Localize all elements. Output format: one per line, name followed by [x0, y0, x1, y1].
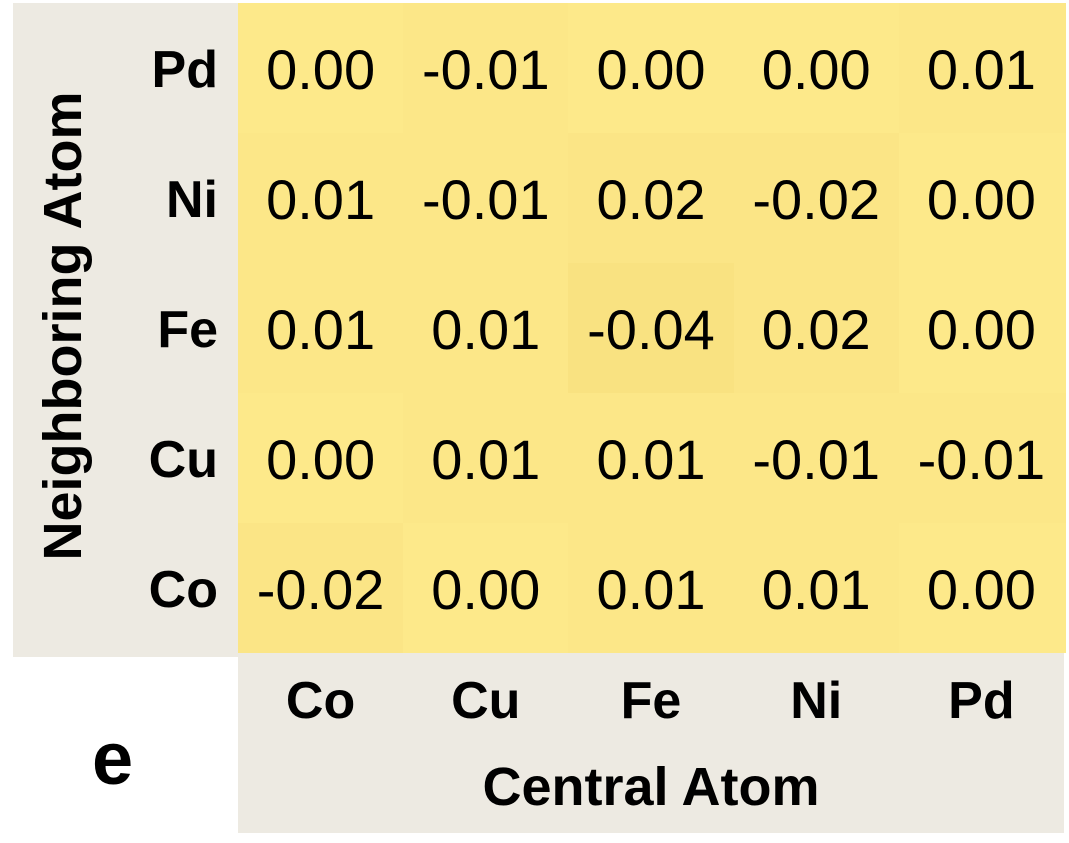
cell-value: 0.02 [596, 168, 706, 231]
cell-value: -0.01 [752, 428, 880, 491]
heatmap-cell [568, 263, 736, 393]
heatmap-cell [898, 3, 1066, 133]
cell-value: 0.01 [266, 168, 376, 231]
col-label: Cu [451, 672, 521, 730]
row-label: Pd [151, 41, 218, 99]
col-label: Pd [948, 672, 1015, 730]
row-label: Co [148, 561, 218, 619]
cell-value: 0.00 [431, 558, 541, 621]
panel-letter: e [92, 717, 134, 800]
cell-value: 0.00 [926, 298, 1036, 361]
cell-value: 0.00 [926, 558, 1036, 621]
cell-value: -0.01 [421, 38, 550, 101]
heatmap-cell [733, 3, 901, 133]
col-label: Fe [620, 672, 682, 730]
cell-value: -0.04 [587, 298, 715, 361]
heatmap-cell [238, 393, 405, 523]
heatmap-cell [238, 263, 405, 393]
cell-value: 0.01 [266, 298, 376, 361]
cell-value: 0.00 [266, 428, 376, 491]
label-panel-left [13, 3, 240, 657]
heatmap-grid: 0.00 -0.01 0.00 0.00 0.01 0.01 -0.01 0.02 -0.02 0… [238, 3, 1066, 653]
cell-value: 0.01 [761, 558, 871, 621]
heatmap-cell [568, 3, 736, 133]
heatmap-cell [403, 3, 571, 133]
cell-value: -0.02 [256, 558, 385, 621]
heatmap-cell [898, 263, 1066, 393]
row-label: Cu [148, 431, 218, 489]
row-label: Fe [157, 301, 218, 359]
cell-value: 0.02 [761, 298, 871, 361]
heatmap-cell [898, 523, 1066, 653]
cell-value: 0.00 [266, 38, 376, 101]
heatmap-cell [568, 393, 736, 523]
row-label: Ni [166, 171, 218, 229]
heatmap-cell [403, 393, 571, 523]
heatmap-cell [238, 133, 405, 263]
col-label: Co [285, 672, 356, 730]
heatmap-cell [898, 393, 1066, 523]
heatmap-cell [568, 133, 736, 263]
cell-value: -0.02 [752, 168, 880, 231]
cell-value: 0.01 [926, 38, 1036, 101]
heatmap-cell [733, 263, 901, 393]
heatmap-cell [568, 523, 736, 653]
cell-value: -0.01 [421, 168, 550, 231]
col-label: Ni [790, 672, 843, 730]
cell-value: 0.01 [596, 428, 706, 491]
heatmap-cell [403, 523, 571, 653]
heatmap-cell [238, 523, 405, 653]
heatmap-cell [238, 3, 405, 133]
heatmap-cell [403, 263, 571, 393]
heatmap-cell [898, 133, 1066, 263]
cell-value: 0.01 [431, 298, 541, 361]
y-axis-label: Neighboring Atom [33, 91, 93, 561]
cell-value: 0.00 [596, 38, 706, 101]
cell-value: 0.01 [596, 558, 706, 621]
cell-value: 0.00 [761, 38, 871, 101]
cell-value: -0.01 [917, 428, 1046, 491]
heatmap-cell [403, 133, 571, 263]
heatmap-cell [733, 393, 901, 523]
cell-value: 0.00 [926, 168, 1036, 231]
x-axis-label: Central Atom [482, 757, 820, 817]
heatmap-cell [733, 133, 901, 263]
cell-value: 0.01 [431, 428, 541, 491]
heatmap-cell [733, 523, 901, 653]
label-panel-bottom [238, 653, 1064, 833]
